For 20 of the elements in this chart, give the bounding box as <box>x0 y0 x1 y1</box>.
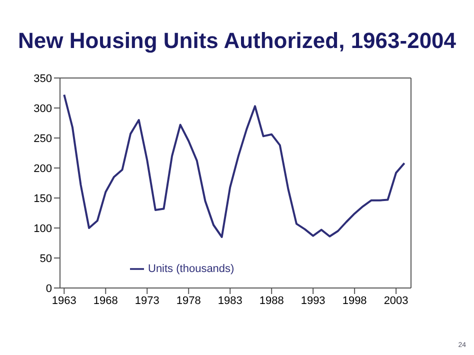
x-tick-label: 1988 <box>259 294 284 307</box>
y-tick-label: 150 <box>34 192 52 205</box>
chart-title: New Housing Units Authorized, 1963-2004 <box>16 28 458 54</box>
line-series <box>63 94 406 238</box>
x-tick-label: 1963 <box>52 294 76 307</box>
y-tick-label: 250 <box>34 132 52 145</box>
x-tick-label: 1973 <box>134 294 160 307</box>
y-tick-label: 100 <box>34 222 52 235</box>
y-tick-label: 300 <box>34 102 52 115</box>
y-tick-label: 0 <box>46 282 52 295</box>
x-tick-label: 1993 <box>300 294 326 307</box>
legend-label: Units (thousands) <box>148 262 234 275</box>
x-tick-label: 2003 <box>384 294 408 307</box>
x-tick-label: 1983 <box>218 294 242 307</box>
y-tick-label: 200 <box>34 162 52 175</box>
y-tick-label: 350 <box>34 72 52 85</box>
y-tick-label: 50 <box>40 252 52 265</box>
x-tick-label: 1978 <box>176 294 201 307</box>
x-tick-label: 1968 <box>93 294 118 307</box>
x-tick-label: 1998 <box>342 294 367 307</box>
